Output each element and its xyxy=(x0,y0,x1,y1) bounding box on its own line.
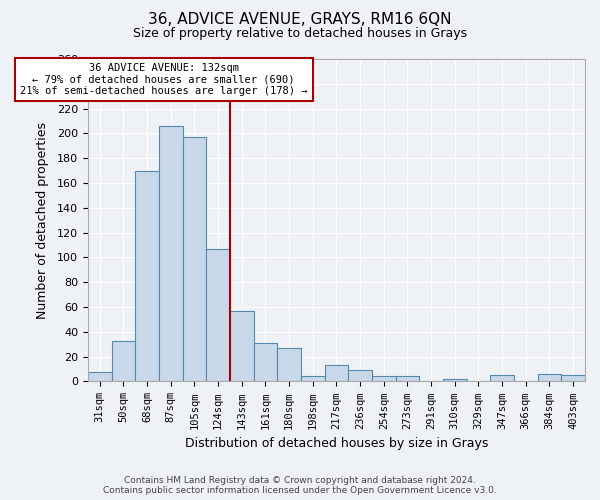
Bar xyxy=(562,375,585,382)
Bar xyxy=(443,379,467,382)
Bar xyxy=(254,343,277,382)
Bar xyxy=(538,374,562,382)
Bar xyxy=(301,376,325,382)
Text: Size of property relative to detached houses in Grays: Size of property relative to detached ho… xyxy=(133,28,467,40)
Text: 36, ADVICE AVENUE, GRAYS, RM16 6QN: 36, ADVICE AVENUE, GRAYS, RM16 6QN xyxy=(148,12,452,28)
Bar xyxy=(230,311,254,382)
Bar xyxy=(348,370,372,382)
Bar xyxy=(88,372,112,382)
Bar xyxy=(277,348,301,382)
Text: Contains HM Land Registry data © Crown copyright and database right 2024.
Contai: Contains HM Land Registry data © Crown c… xyxy=(103,476,497,495)
Bar xyxy=(112,340,135,382)
Bar xyxy=(325,366,348,382)
Bar xyxy=(490,375,514,382)
Y-axis label: Number of detached properties: Number of detached properties xyxy=(35,122,49,318)
Bar xyxy=(182,137,206,382)
Bar xyxy=(395,376,419,382)
Bar xyxy=(135,170,159,382)
X-axis label: Distribution of detached houses by size in Grays: Distribution of detached houses by size … xyxy=(185,437,488,450)
Bar xyxy=(372,376,395,382)
Text: 36 ADVICE AVENUE: 132sqm
← 79% of detached houses are smaller (690)
21% of semi-: 36 ADVICE AVENUE: 132sqm ← 79% of detach… xyxy=(20,62,307,96)
Bar xyxy=(159,126,182,382)
Bar xyxy=(206,248,230,382)
